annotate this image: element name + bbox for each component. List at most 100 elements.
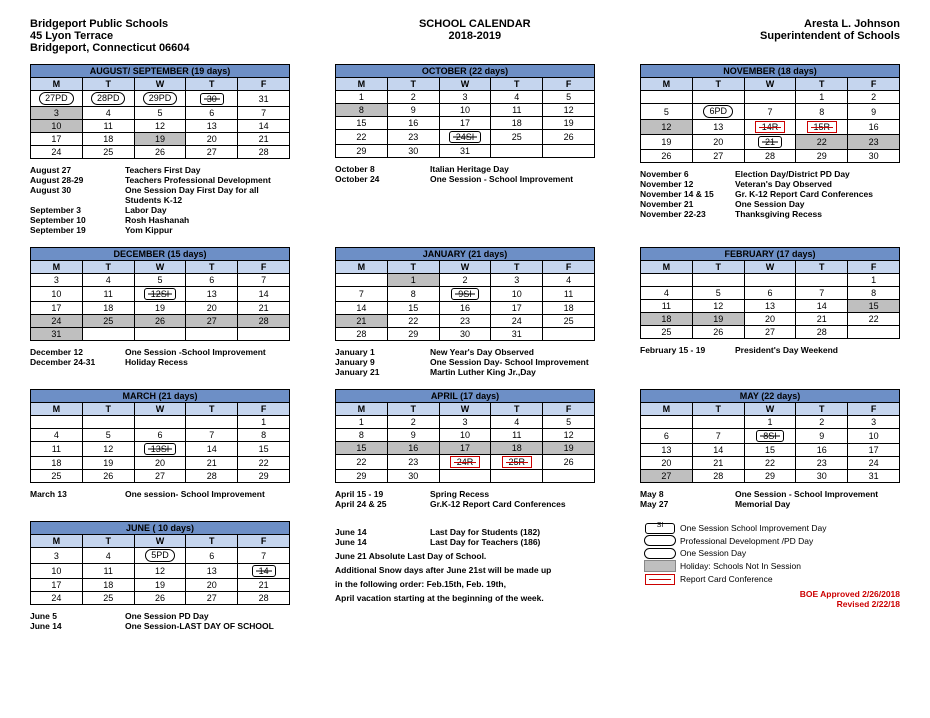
day-cell: 12 <box>134 564 186 579</box>
event-row: November 14 & 15Gr. K-12 Report Card Con… <box>640 189 900 199</box>
day-cell: 15 <box>336 442 388 455</box>
dow-header: T <box>387 403 439 416</box>
event-date: August 28-29 <box>30 175 125 185</box>
day-cell: 5 <box>692 287 744 300</box>
day-cell: 18 <box>641 313 693 326</box>
event-row: November 22-23Thanksgiving Recess <box>640 209 900 219</box>
month-block: OCTOBER (22 days)MTWTF123458910111215161… <box>335 64 595 184</box>
day-cell: 19 <box>134 579 186 592</box>
dow-header: T <box>82 535 134 548</box>
legend-text: Holiday: Schools Not In Session <box>680 561 801 571</box>
header-right: Aresta L. Johnson Superintendent of Scho… <box>760 18 900 54</box>
dow-header: M <box>641 261 693 274</box>
day-cell: 26 <box>134 315 186 328</box>
event-date: January 1 <box>335 347 430 357</box>
day-cell: 3 <box>439 416 491 429</box>
legend-icon <box>640 574 680 585</box>
day-cell: 1 <box>238 416 290 429</box>
day-cell: 6 <box>641 429 693 444</box>
month-block: JUNE ( 10 days)MTWTF345PD671011121314171… <box>30 521 290 631</box>
legend-row: Holiday: Schools Not In Session <box>640 560 900 572</box>
event-date: March 13 <box>30 489 125 499</box>
event-row: December 24-31Holiday Recess <box>30 357 290 367</box>
legend-row: Professional Development /PD Day <box>640 535 900 546</box>
month-title: MAY (22 days) <box>641 390 900 403</box>
event-text: One Session-LAST DAY OF SCHOOL <box>125 621 274 631</box>
day-cell: 8 <box>336 429 388 442</box>
day-cell: 14 <box>796 300 848 313</box>
event-date: December 24-31 <box>30 357 125 367</box>
dow-header: T <box>491 78 543 91</box>
day-cell: 1 <box>744 416 796 429</box>
event-text: Rosh Hashanah <box>125 215 189 225</box>
day-cell: 27 <box>186 315 238 328</box>
event-row: August 28-29Teachers Professional Develo… <box>30 175 290 185</box>
month-block: FEBRUARY (17 days)MTWTF14567811121314151… <box>640 247 900 355</box>
event-date: January 21 <box>335 367 430 377</box>
day-cell: 20 <box>134 457 186 470</box>
day-cell: 4 <box>491 416 543 429</box>
event-text: Teachers First Day <box>125 165 200 175</box>
dow-header: M <box>31 535 83 548</box>
day-cell: 11 <box>82 120 134 133</box>
month-title: AUGUST/ SEPTEMBER (19 days) <box>31 65 290 78</box>
day-cell: 29 <box>336 470 388 483</box>
event-text: One Session Day First Day for all Studen… <box>125 185 290 205</box>
day-cell: 13 <box>186 564 238 579</box>
day-cell: 26 <box>134 146 186 159</box>
day-cell: 31 <box>31 328 83 341</box>
day-cell: 16 <box>387 442 439 455</box>
day-cell: 29 <box>796 150 848 163</box>
event-row: January 9One Session Day- School Improve… <box>335 357 595 367</box>
day-cell: 5 <box>134 107 186 120</box>
event-text: Last Day for Students (182) <box>430 527 540 537</box>
day-cell: 13 <box>641 444 693 457</box>
note-line: June 21 Absolute Last Day of School. <box>335 551 595 561</box>
day-cell: 16 <box>796 444 848 457</box>
day-cell: 25 <box>82 315 134 328</box>
event-date: November 14 & 15 <box>640 189 735 199</box>
day-cell: 24 <box>848 457 900 470</box>
day-cell: 9 <box>848 104 900 120</box>
month-title: NOVEMBER (18 days) <box>641 65 900 78</box>
day-cell: 15R <box>796 120 848 135</box>
day-cell: 30 <box>387 470 439 483</box>
day-cell: 19 <box>543 117 595 130</box>
dow-header: T <box>692 403 744 416</box>
day-cell <box>31 416 83 429</box>
day-cell: 28 <box>186 470 238 483</box>
dow-header: T <box>491 403 543 416</box>
dow-header: M <box>336 403 388 416</box>
day-cell: 12SI <box>134 287 186 302</box>
day-cell: 11 <box>543 287 595 302</box>
org-name: Bridgeport Public Schools <box>30 18 190 30</box>
day-cell: 22 <box>796 135 848 150</box>
event-row: November 12Veteran's Day Observed <box>640 179 900 189</box>
event-list: June 5One Session PD DayJune 14One Sessi… <box>30 611 290 631</box>
event-text: One Session Day <box>735 199 804 209</box>
day-cell: 7 <box>336 287 388 302</box>
event-date: September 3 <box>30 205 125 215</box>
day-cell: 11 <box>491 429 543 442</box>
event-date: December 12 <box>30 347 125 357</box>
event-text: Gr.K-12 Report Card Conferences <box>430 499 566 509</box>
day-cell: 18 <box>491 117 543 130</box>
day-cell: 30 <box>387 145 439 158</box>
event-row: May 27Memorial Day <box>640 499 900 509</box>
dow-header: T <box>692 78 744 91</box>
day-cell: 23 <box>439 315 491 328</box>
day-cell: 28PD <box>82 91 134 107</box>
day-cell: 14 <box>336 302 388 315</box>
day-cell: 15 <box>336 117 388 130</box>
dow-header: F <box>543 403 595 416</box>
day-cell: 28 <box>692 470 744 483</box>
day-cell: 6 <box>186 548 238 564</box>
day-cell: 7 <box>796 287 848 300</box>
event-row: November 6Election Day/District PD Day <box>640 169 900 179</box>
day-cell: 9 <box>387 104 439 117</box>
day-cell: 3 <box>848 416 900 429</box>
day-cell <box>491 470 543 483</box>
day-cell: 9 <box>387 429 439 442</box>
day-cell <box>744 274 796 287</box>
day-cell: 3 <box>31 548 83 564</box>
